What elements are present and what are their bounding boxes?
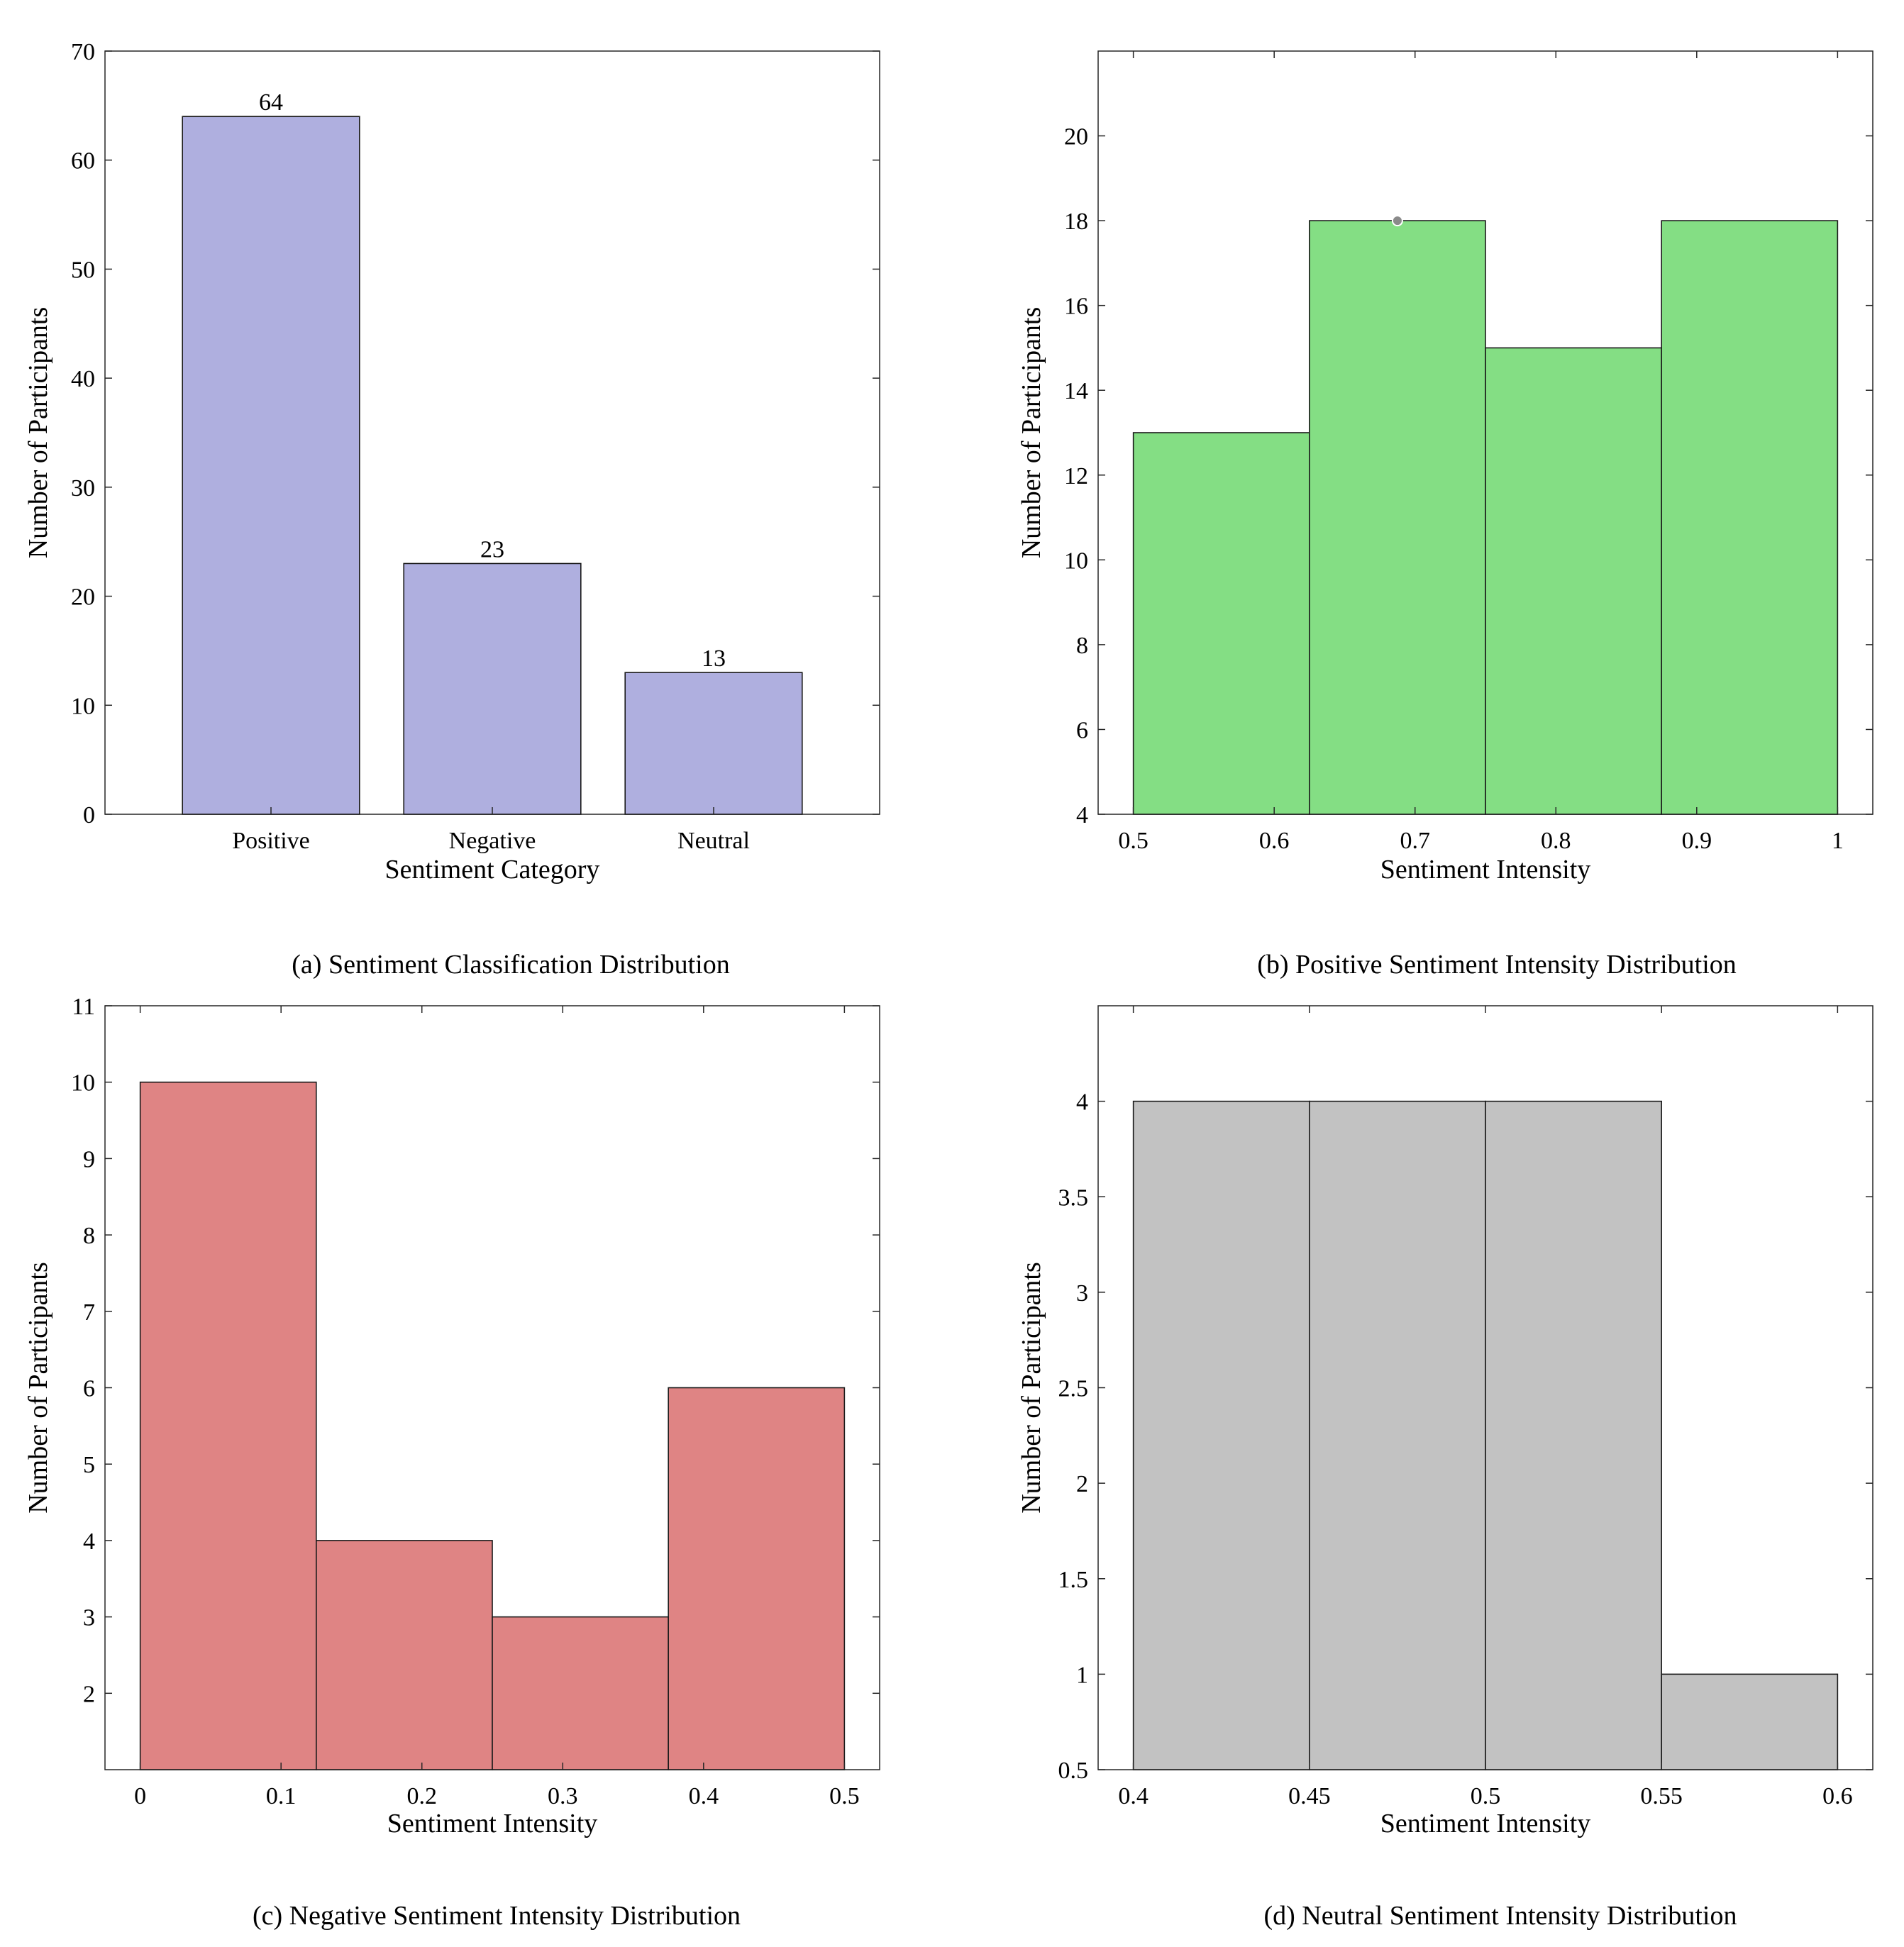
histogram-bin-1: [139, 1081, 317, 1770]
x-tick-label: 0.6: [1259, 828, 1290, 854]
y-tick-label: 2.5: [1058, 1376, 1089, 1402]
x-axis-label: Sentiment Category: [385, 855, 600, 884]
y-tick-label: 2: [83, 1681, 95, 1707]
caption-c: (c) Negative Sentiment Intensity Distrib…: [253, 1901, 741, 1931]
y-tick-label: 50: [71, 257, 95, 283]
panel-b-positive-intensity: 0.5 0.6 0.7 0.8 0.9 1468101214161820Sentiment…: [1017, 50, 1873, 884]
y-tick-label: 4: [1076, 802, 1088, 828]
histogram-bin-3: [1485, 1100, 1662, 1770]
y-tick-label: 3: [83, 1605, 95, 1631]
y-tick-label: 11: [72, 994, 95, 1020]
x-tick-label: 0.3: [548, 1783, 578, 1809]
panel-a-sentiment-classification: 64 Positive 23 Negative 13 Neutral 0 10 20 30 40 50…: [23, 39, 880, 884]
x-tick-label: 0.5: [1471, 1783, 1501, 1809]
x-tick-label-negative: Negative: [449, 828, 536, 854]
histogram-bin-4: [1661, 220, 1839, 815]
y-tick-label: 7: [83, 1299, 95, 1326]
y-tick-label: 0.5: [1058, 1758, 1089, 1784]
y-tick-label: 3.5: [1058, 1185, 1089, 1211]
x-tick-label: 0.4: [689, 1783, 719, 1809]
histogram-bin-3: [492, 1616, 669, 1770]
x-tick-label: 0.1: [266, 1783, 297, 1809]
caption-a: (a) Sentiment Classification Distributio…: [292, 950, 729, 980]
histogram-bin-2: [1309, 220, 1486, 815]
panel-c-negative-intensity: 0 0.1 0.2 0.3 0.4 0.5 2 3 4 5 6 7 8 9 10 11 Sentiment In…: [23, 994, 880, 1838]
y-tick-label: 2: [1076, 1471, 1088, 1497]
y-tick-label: 16: [1064, 294, 1088, 320]
histogram-bin-3: [1485, 347, 1662, 815]
y-tick-label: 9: [83, 1146, 95, 1172]
y-tick-label: 40: [71, 366, 95, 392]
histogram-bin-4: [668, 1387, 846, 1770]
x-tick-label: 1: [1832, 828, 1844, 854]
y-tick-label: 18: [1064, 209, 1088, 235]
x-tick-label: 0.5: [829, 1783, 860, 1809]
y-axis-label: Number of Participants: [1017, 1262, 1046, 1514]
y-axis-label: Number of Participants: [23, 1262, 53, 1514]
y-tick-label: 5: [83, 1452, 95, 1478]
histogram-bin-1: [1132, 432, 1310, 815]
x-tick-label-positive: Positive: [232, 828, 310, 854]
data-label-neutral: 13: [702, 645, 726, 672]
y-tick-label: 10: [71, 1070, 95, 1097]
data-label-negative: 23: [480, 536, 504, 562]
y-tick-label: 6: [83, 1376, 95, 1402]
y-tick-label: 3: [1076, 1280, 1088, 1307]
y-tick-label: 14: [1064, 378, 1088, 404]
histogram-bin-2: [1309, 1100, 1486, 1770]
x-tick-label: 0.2: [406, 1783, 437, 1809]
y-axis-label: Number of Participants: [23, 307, 53, 559]
x-axis-label: Sentiment Intensity: [1380, 1809, 1591, 1838]
x-tick-label: 0: [134, 1783, 146, 1809]
y-tick-label: 8: [83, 1223, 95, 1249]
data-point-marker: [1391, 215, 1403, 227]
x-tick-label: 0.4: [1118, 1783, 1149, 1809]
x-tick-label: 0.5: [1118, 828, 1149, 854]
caption-d: (d) Neutral Sentiment Intensity Distribu…: [1263, 1901, 1737, 1931]
y-tick-label: 10: [1064, 548, 1088, 574]
panel-d-neutral-intensity: 0.4 0.45 0.5 0.55 0.6 0.5 1 1.5 2 2.5 3 3.5 4 Sentime…: [1017, 1005, 1873, 1838]
y-tick-label: 70: [71, 39, 95, 65]
y-tick-label: 10: [71, 693, 95, 719]
y-tick-label: 1.5: [1058, 1567, 1089, 1593]
x-tick-label: 0.7: [1400, 828, 1430, 854]
caption-b: (b) Positive Sentiment Intensity Distrib…: [1257, 950, 1737, 980]
x-tick-label-neutral: Neutral: [677, 828, 750, 854]
x-tick-label: 0.9: [1682, 828, 1712, 854]
x-tick-label: 0.45: [1288, 1783, 1331, 1809]
y-tick-label: 8: [1076, 633, 1088, 659]
y-tick-label: 20: [1064, 124, 1088, 150]
y-tick-label: 12: [1064, 463, 1088, 489]
y-tick-label: 30: [71, 475, 95, 501]
x-axis-label: Sentiment Intensity: [387, 1809, 598, 1838]
x-tick-label: 0.55: [1640, 1783, 1683, 1809]
y-tick-label: 1: [1076, 1662, 1088, 1688]
bar-neutral: [624, 672, 803, 815]
histogram-bin-2: [316, 1540, 493, 1770]
y-tick-label: 6: [1076, 717, 1088, 743]
y-tick-label: 60: [71, 148, 95, 174]
bar-positive: [182, 116, 360, 815]
y-tick-label: 4: [83, 1529, 95, 1555]
data-label-positive: 64: [259, 89, 283, 116]
y-tick-label: 20: [71, 584, 95, 611]
histogram-bin-1: [1132, 1100, 1310, 1770]
y-tick-label: 0: [83, 802, 95, 828]
y-axis-label: Number of Participants: [1017, 307, 1046, 559]
x-tick-label: 0.6: [1822, 1783, 1853, 1809]
y-tick-label: 4: [1076, 1089, 1088, 1116]
bar-negative: [403, 562, 582, 815]
histogram-bin-4: [1661, 1673, 1839, 1770]
x-axis-label: Sentiment Intensity: [1380, 855, 1591, 884]
x-tick-label: 0.8: [1541, 828, 1571, 854]
